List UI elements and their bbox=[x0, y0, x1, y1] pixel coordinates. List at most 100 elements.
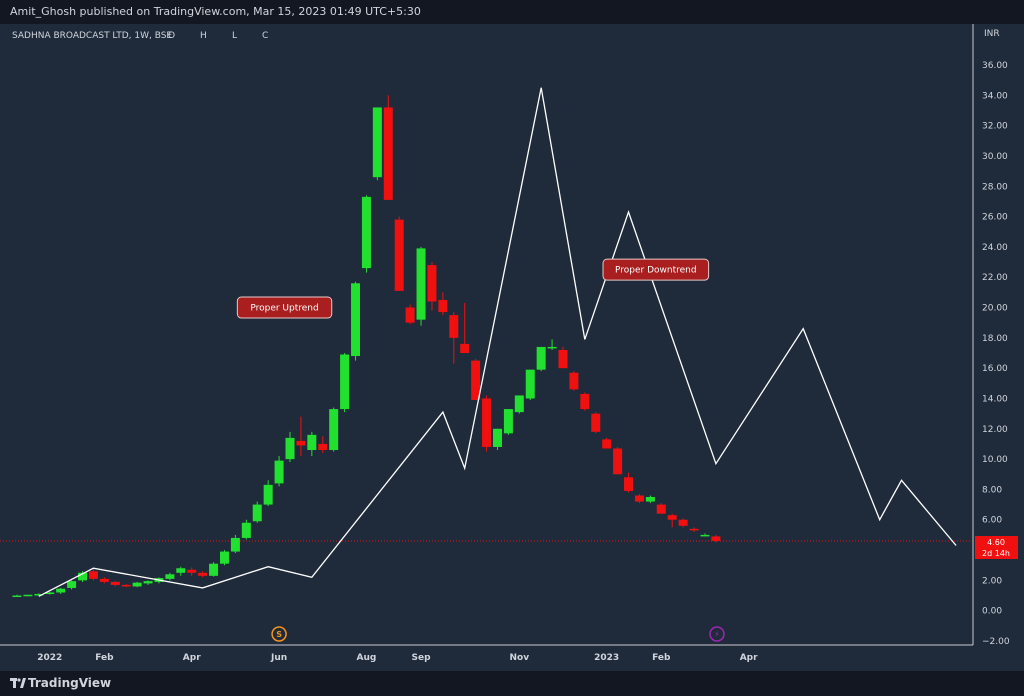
event-marker-symbol: ⚡ bbox=[714, 630, 720, 639]
candle-up bbox=[165, 574, 175, 579]
candle-up bbox=[56, 588, 66, 593]
candle-up bbox=[416, 248, 426, 320]
candle-down bbox=[296, 440, 306, 446]
y-tick-label: 16.00 bbox=[982, 364, 1008, 374]
annotation-label: Proper Downtrend bbox=[615, 266, 697, 276]
candle-down bbox=[110, 581, 120, 585]
candle-down bbox=[591, 413, 601, 432]
ohlc-open-label: O bbox=[168, 31, 175, 41]
candle-down bbox=[569, 372, 579, 390]
y-tick-label: 8.00 bbox=[982, 485, 1002, 495]
candle-down bbox=[121, 584, 131, 587]
candle-down bbox=[482, 398, 492, 447]
candle-up bbox=[252, 504, 262, 522]
candle-down bbox=[634, 495, 644, 502]
annotation-box bbox=[236, 296, 333, 319]
candle-up bbox=[230, 537, 240, 552]
x-tick-label: Feb bbox=[652, 653, 671, 663]
candle-down bbox=[318, 443, 328, 451]
candle-up bbox=[536, 346, 546, 370]
candle-down bbox=[383, 107, 393, 200]
candle-down bbox=[602, 439, 612, 449]
candlestick-chart[interactable]: Proper Uptrend Proper Downtrend S ⚡ 36.00 3… bbox=[0, 24, 1024, 671]
candle-up bbox=[209, 563, 219, 576]
y-tick-label: −2.00 bbox=[982, 637, 1010, 647]
ohlc-close-label: C bbox=[262, 31, 268, 41]
candle-down bbox=[394, 219, 404, 291]
candle-up bbox=[700, 534, 710, 537]
candle-up bbox=[351, 283, 361, 357]
candle-down bbox=[689, 528, 699, 531]
candle-down bbox=[667, 515, 677, 520]
event-marker-icon bbox=[271, 626, 287, 642]
candle-up bbox=[340, 354, 350, 410]
x-tick-label: Nov bbox=[510, 653, 530, 663]
footer-brand: TradingView bbox=[28, 676, 112, 690]
candle-up bbox=[45, 592, 55, 595]
annotation-label: Proper Uptrend bbox=[250, 304, 318, 314]
symbol-title: SADHNA BROADCAST LTD, 1W, BSE bbox=[12, 31, 172, 41]
candle-up bbox=[176, 568, 186, 573]
candle-up bbox=[143, 581, 153, 584]
publisher-bar: Amit_Ghosh published on TradingView.com,… bbox=[0, 0, 1024, 24]
x-tick-label: 2023 bbox=[594, 653, 619, 663]
y-tick-label: 14.00 bbox=[982, 394, 1008, 404]
candle-down bbox=[405, 307, 415, 323]
countdown-label: 2d 14h bbox=[982, 549, 1010, 558]
y-tick-label: 12.00 bbox=[982, 425, 1008, 435]
candle-up bbox=[307, 434, 317, 451]
event-marker-icon bbox=[709, 626, 725, 642]
ohlc-legend: O H L C bbox=[168, 31, 268, 41]
candle-up bbox=[274, 460, 284, 484]
x-tick-label: 2022 bbox=[37, 653, 62, 663]
x-tick-label: Feb bbox=[95, 653, 114, 663]
y-tick-label: 26.00 bbox=[982, 213, 1008, 223]
candle-down bbox=[580, 393, 590, 410]
candle-down bbox=[198, 572, 208, 576]
candle-down bbox=[711, 536, 721, 541]
candle-down bbox=[624, 477, 634, 491]
candle-up bbox=[329, 409, 339, 451]
tradingview-logo-icon bbox=[10, 678, 26, 688]
currency-label: INR bbox=[984, 29, 1000, 39]
candle-up bbox=[241, 522, 251, 538]
y-tick-label: 20.00 bbox=[982, 304, 1008, 314]
candle-up bbox=[263, 484, 273, 505]
candle-down bbox=[88, 571, 98, 579]
y-tick-label: 28.00 bbox=[982, 182, 1008, 192]
y-tick-label: 36.00 bbox=[982, 61, 1008, 71]
candle-up bbox=[514, 395, 524, 413]
x-tick-label: Apr bbox=[183, 653, 201, 663]
trend-zigzag-line bbox=[38, 87, 957, 597]
footer-bar: TradingView bbox=[0, 671, 1024, 696]
candle-up bbox=[34, 594, 44, 596]
y-tick-label: 10.00 bbox=[982, 455, 1008, 465]
candle-down bbox=[613, 448, 623, 475]
candle-up bbox=[361, 196, 371, 269]
candle-up bbox=[492, 428, 502, 447]
y-tick-label: 24.00 bbox=[982, 243, 1008, 253]
x-tick-label: Jun bbox=[270, 653, 287, 663]
candle-up bbox=[78, 572, 88, 581]
candle-down bbox=[471, 360, 481, 400]
y-tick-label: 2.00 bbox=[982, 576, 1002, 586]
y-tick-label: 0.00 bbox=[982, 607, 1002, 617]
last-price-box bbox=[975, 536, 1018, 559]
candle-up bbox=[67, 581, 77, 588]
y-tick-label: 34.00 bbox=[982, 91, 1008, 101]
y-tick-label: 6.00 bbox=[982, 516, 1002, 526]
candle-up bbox=[285, 437, 295, 460]
candle-down bbox=[187, 569, 197, 573]
candle-down bbox=[99, 578, 109, 582]
ohlc-low-label: L bbox=[232, 31, 237, 41]
candle-up bbox=[645, 497, 655, 502]
candle-down bbox=[558, 349, 568, 369]
ohlc-high-label: H bbox=[200, 31, 207, 41]
chart-frame[interactable]: Proper Uptrend Proper Downtrend S ⚡ 36.00 3… bbox=[0, 24, 1024, 671]
x-tick-label: Sep bbox=[412, 653, 432, 663]
candle-up bbox=[503, 409, 513, 434]
y-tick-label: 18.00 bbox=[982, 334, 1008, 344]
candle-down bbox=[460, 343, 470, 353]
candle-up bbox=[372, 107, 382, 178]
candle-up bbox=[23, 594, 33, 597]
